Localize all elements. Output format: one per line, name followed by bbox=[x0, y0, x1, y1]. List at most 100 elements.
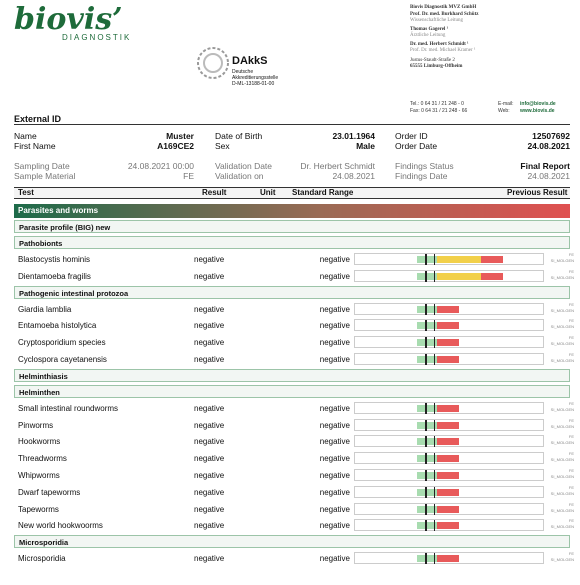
test-name: Blastocystis hominis bbox=[18, 255, 91, 264]
field-value: A169CE2 bbox=[157, 141, 194, 151]
range-bar bbox=[354, 552, 544, 565]
field-value: Muster bbox=[166, 131, 194, 141]
result-row: Cryptosporidium species negative negative … bbox=[14, 335, 574, 351]
group-title: Helminthen bbox=[14, 384, 570, 398]
standard-range: negative bbox=[319, 355, 350, 364]
result-row: Entamoeba histolytica negative negative FE… bbox=[14, 318, 574, 334]
field-value: Dr. Herbert Schmidt bbox=[300, 161, 375, 171]
test-name: Giardia lamblia bbox=[18, 304, 72, 314]
field-value: 23.01.1964 bbox=[332, 131, 375, 141]
standard-range: negative bbox=[319, 487, 350, 497]
material: FE bbox=[568, 484, 574, 490]
range-bar bbox=[354, 253, 544, 265]
standard-range: negative bbox=[319, 454, 350, 464]
field-label: Sample Material bbox=[14, 171, 76, 181]
column-header: Standard Range bbox=[292, 188, 354, 197]
fax: 0 64 31 / 21 248 - 66 bbox=[421, 108, 468, 114]
result-row: Pinworms negative negative FE SI_MOLGEN bbox=[14, 418, 574, 434]
result: negative bbox=[194, 487, 225, 497]
method: SI_MOLGEN bbox=[550, 490, 574, 496]
dakks-emblem bbox=[197, 47, 229, 79]
field-label: Order ID bbox=[395, 131, 428, 141]
result-row: Cyclospora cayetanensis negative negative … bbox=[14, 352, 574, 368]
method: SI_MOLGEN bbox=[550, 474, 574, 479]
standard-range: negative bbox=[319, 271, 350, 281]
test-name: Small intestinal roundworms bbox=[18, 403, 119, 413]
range-bar bbox=[354, 418, 544, 431]
range-bar bbox=[354, 319, 544, 332]
method: SI_MOLGEN bbox=[550, 507, 574, 513]
test-name: Cryptosporidium species bbox=[18, 338, 106, 348]
column-header: Result bbox=[202, 188, 227, 197]
group-title: Microsporidia bbox=[14, 535, 570, 549]
range-bar bbox=[354, 469, 544, 481]
field-value: 24.08.2021 bbox=[527, 141, 570, 151]
section-title: Parasites and worms bbox=[18, 206, 99, 215]
test-name: New world hookwoorms bbox=[18, 521, 103, 531]
standard-range: negative bbox=[319, 554, 350, 564]
logo: biovis’ bbox=[14, 2, 123, 37]
dakks-org: Deutsche Akkreditierungsstelle bbox=[232, 69, 279, 81]
method: SI_MOLGEN bbox=[550, 524, 574, 530]
material: FE bbox=[568, 518, 574, 524]
column-header: Unit bbox=[260, 188, 276, 197]
result: negative bbox=[194, 338, 225, 348]
result-row: Small intestinal roundworms negative negat… bbox=[14, 401, 574, 417]
range-bar bbox=[354, 452, 544, 465]
table-header bbox=[14, 187, 570, 199]
material: FE bbox=[568, 551, 574, 557]
range-bar bbox=[354, 336, 544, 349]
field-label: First Name bbox=[14, 141, 56, 151]
fax-label: Fax: bbox=[410, 108, 420, 114]
result-row: Blastocystis hominis negative negative FE S… bbox=[14, 252, 574, 268]
contact: Tel.: 0 64 31 / 21 248 - 0 E-mail: info@b… bbox=[410, 101, 556, 115]
test-name: Hookworms bbox=[18, 437, 61, 447]
material: FE bbox=[568, 318, 574, 324]
lab-line: Wissenschaftliche Leitung bbox=[410, 18, 463, 23]
range-bar bbox=[354, 401, 544, 414]
lab-street: Justus-Staudt-Straße 2 bbox=[410, 57, 455, 63]
method: SI_MOLGEN bbox=[550, 406, 574, 412]
result-row: Threadworms negative negative FE SI_MOLGEN bbox=[14, 451, 574, 467]
lab-line: Prof. Dr. med. Michael Kramer ¹ bbox=[410, 48, 476, 53]
field-value: 24.08.2021 bbox=[527, 171, 570, 181]
external-id: External ID bbox=[14, 114, 570, 125]
result: negative bbox=[194, 321, 225, 331]
result: negative bbox=[194, 304, 225, 314]
standard-range: negative bbox=[319, 420, 350, 430]
group-title: Pathogenic intestinal protozoa bbox=[14, 285, 570, 299]
range-bar bbox=[354, 353, 544, 365]
result: negative bbox=[194, 355, 225, 364]
material: FE bbox=[568, 252, 574, 257]
test-name: Cyclospora cayetanensis bbox=[18, 355, 107, 364]
range-bar bbox=[354, 269, 544, 282]
column-header: Previous Result bbox=[507, 188, 568, 197]
field-label: Name bbox=[14, 131, 37, 141]
result: negative bbox=[194, 521, 225, 531]
material: FE bbox=[568, 451, 574, 457]
result-row: New world hookwoorms negative negative FE S… bbox=[14, 518, 574, 534]
section-banner bbox=[14, 204, 570, 218]
material: FE bbox=[568, 400, 574, 406]
standard-range: negative bbox=[319, 304, 350, 314]
result-row: Tapeworms negative negative FE SI_MOLGEN bbox=[14, 502, 574, 518]
method: SI_MOLGEN bbox=[550, 557, 574, 563]
result: negative bbox=[194, 403, 225, 413]
web: www.biovis.de bbox=[520, 108, 555, 114]
result: negative bbox=[194, 471, 225, 480]
field-label: Findings Date bbox=[395, 171, 448, 181]
tel-label: Tel.: bbox=[410, 101, 420, 107]
range-bar bbox=[354, 519, 544, 532]
lab-line: Prof. Dr. med. Burkhard Schütz bbox=[410, 11, 479, 17]
group-title: Helminthiasis bbox=[14, 368, 570, 382]
lab-name: Biovis Diagnostik MVZ GmbH bbox=[410, 5, 477, 10]
standard-range: negative bbox=[319, 437, 350, 447]
material: FE bbox=[568, 335, 574, 341]
standard-range: negative bbox=[319, 471, 350, 480]
material: FE bbox=[568, 501, 574, 507]
field-value: Male bbox=[356, 141, 375, 151]
method: SI_MOLGEN bbox=[550, 307, 574, 313]
field-value: FE bbox=[183, 171, 194, 181]
result-row: Dientamoeba fragilis negative negative FE S… bbox=[14, 269, 574, 285]
